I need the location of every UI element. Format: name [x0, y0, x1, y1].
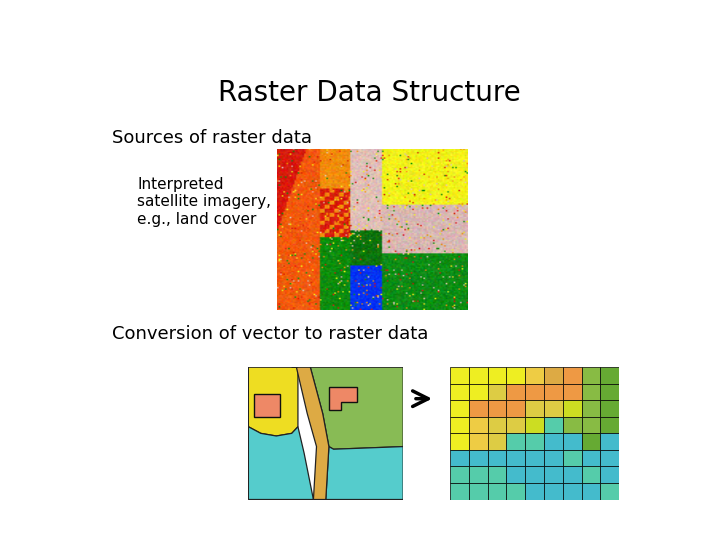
Bar: [450, 417, 469, 433]
Bar: [525, 433, 544, 450]
Bar: [563, 467, 582, 483]
Bar: [450, 384, 469, 400]
Bar: [582, 483, 600, 500]
Bar: [487, 417, 506, 433]
Text: Conversion of vector to raster data: Conversion of vector to raster data: [112, 325, 428, 343]
Bar: [450, 467, 469, 483]
Bar: [525, 467, 544, 483]
Bar: [450, 450, 469, 467]
Bar: [506, 400, 525, 417]
Bar: [563, 433, 582, 450]
Bar: [600, 367, 619, 384]
Bar: [544, 367, 563, 384]
Bar: [600, 467, 619, 483]
Bar: [506, 417, 525, 433]
Bar: [544, 400, 563, 417]
Polygon shape: [310, 367, 403, 449]
Bar: [544, 384, 563, 400]
Bar: [487, 450, 506, 467]
Bar: [506, 483, 525, 500]
Text: Sources of raster data: Sources of raster data: [112, 129, 312, 147]
Bar: [506, 384, 525, 400]
Text: Raster Data Structure: Raster Data Structure: [217, 79, 521, 107]
Bar: [450, 367, 469, 384]
Bar: [600, 433, 619, 450]
Bar: [600, 384, 619, 400]
Polygon shape: [329, 387, 356, 409]
Bar: [525, 384, 544, 400]
Bar: [582, 450, 600, 467]
Bar: [582, 400, 600, 417]
Bar: [487, 433, 506, 450]
Bar: [544, 433, 563, 450]
Bar: [487, 384, 506, 400]
Bar: [506, 367, 525, 384]
Bar: [600, 450, 619, 467]
Bar: [563, 400, 582, 417]
Bar: [582, 417, 600, 433]
Bar: [582, 384, 600, 400]
Bar: [506, 450, 525, 467]
Polygon shape: [248, 427, 313, 500]
Bar: [254, 394, 280, 417]
Bar: [563, 384, 582, 400]
Bar: [487, 467, 506, 483]
Bar: [582, 467, 600, 483]
Bar: [525, 450, 544, 467]
Bar: [600, 400, 619, 417]
Bar: [469, 400, 487, 417]
Bar: [544, 450, 563, 467]
Bar: [563, 483, 582, 500]
Bar: [582, 367, 600, 384]
Bar: [600, 417, 619, 433]
Bar: [469, 467, 487, 483]
Bar: [544, 483, 563, 500]
Bar: [450, 433, 469, 450]
Polygon shape: [248, 367, 298, 436]
Bar: [525, 400, 544, 417]
Bar: [600, 483, 619, 500]
Bar: [469, 483, 487, 500]
Bar: [544, 467, 563, 483]
Bar: [563, 450, 582, 467]
Bar: [469, 417, 487, 433]
Bar: [469, 433, 487, 450]
Bar: [506, 467, 525, 483]
Bar: [469, 450, 487, 467]
Polygon shape: [292, 367, 329, 500]
Bar: [487, 367, 506, 384]
Bar: [563, 367, 582, 384]
Bar: [450, 483, 469, 500]
Bar: [544, 417, 563, 433]
Bar: [525, 483, 544, 500]
Bar: [487, 483, 506, 500]
Bar: [450, 400, 469, 417]
Polygon shape: [325, 447, 403, 500]
Bar: [469, 384, 487, 400]
Bar: [469, 367, 487, 384]
Bar: [487, 400, 506, 417]
Bar: [582, 433, 600, 450]
Bar: [525, 367, 544, 384]
Bar: [563, 417, 582, 433]
Bar: [506, 433, 525, 450]
Text: Interpreted
satellite imagery,
e.g., land cover: Interpreted satellite imagery, e.g., lan…: [138, 177, 271, 227]
Bar: [525, 417, 544, 433]
